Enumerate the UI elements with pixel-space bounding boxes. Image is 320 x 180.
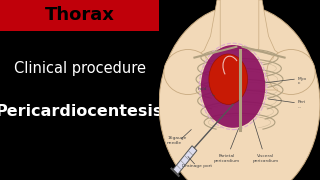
Text: Drainage port: Drainage port <box>181 164 212 168</box>
Ellipse shape <box>267 50 315 94</box>
Ellipse shape <box>201 45 265 128</box>
Text: Pericardiocentesis: Pericardiocentesis <box>0 104 163 119</box>
FancyBboxPatch shape <box>0 0 159 31</box>
Polygon shape <box>188 0 291 90</box>
Text: Parietal
pericardium: Parietal pericardium <box>213 129 240 163</box>
Polygon shape <box>173 146 197 175</box>
Text: Myo
c: Myo c <box>298 77 307 85</box>
Text: Peri
...: Peri ... <box>298 100 306 109</box>
Ellipse shape <box>159 5 320 180</box>
Text: hold: hold <box>198 87 215 96</box>
Ellipse shape <box>164 50 212 94</box>
Text: 16gauge
needle: 16gauge needle <box>167 136 187 145</box>
FancyBboxPatch shape <box>220 0 259 50</box>
Text: Thorax: Thorax <box>44 6 115 24</box>
Text: Visceral
pericardium: Visceral pericardium <box>252 120 278 163</box>
Text: Clinical procedure: Clinical procedure <box>13 61 146 76</box>
Ellipse shape <box>209 54 248 104</box>
